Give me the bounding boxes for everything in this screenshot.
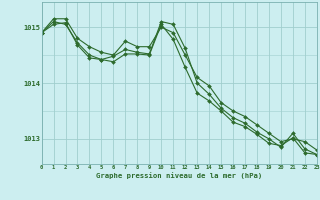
X-axis label: Graphe pression niveau de la mer (hPa): Graphe pression niveau de la mer (hPa) xyxy=(96,172,262,179)
